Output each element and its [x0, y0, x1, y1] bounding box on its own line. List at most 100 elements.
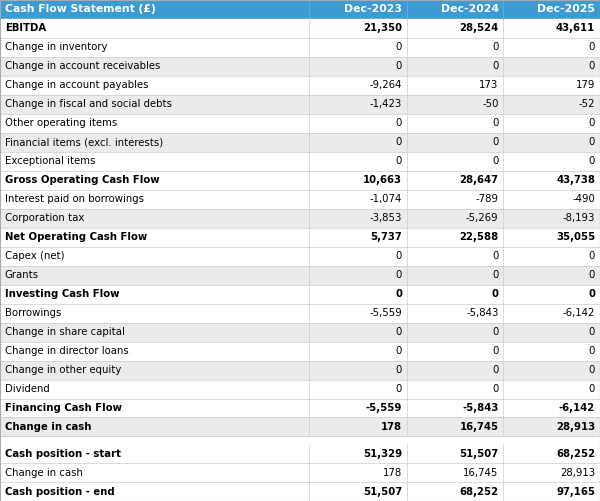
- Text: -1,074: -1,074: [370, 194, 402, 204]
- Text: 0: 0: [588, 289, 595, 299]
- Text: Cash Flow Statement (£): Cash Flow Statement (£): [5, 5, 155, 15]
- Text: 0: 0: [492, 270, 499, 280]
- Text: Investing Cash Flow: Investing Cash Flow: [5, 289, 119, 299]
- Text: Dec-2024: Dec-2024: [440, 5, 499, 15]
- Text: 0: 0: [589, 43, 595, 53]
- Text: 0: 0: [395, 365, 402, 375]
- Text: 5,737: 5,737: [370, 232, 402, 242]
- Bar: [0, 38, 600, 57]
- Text: 0: 0: [492, 118, 499, 128]
- Text: 0: 0: [589, 118, 595, 128]
- Bar: [0, 417, 600, 436]
- Text: 0: 0: [589, 346, 595, 356]
- Text: Dec-2023: Dec-2023: [344, 5, 402, 15]
- Text: Financing Cash Flow: Financing Cash Flow: [5, 403, 122, 413]
- Text: Interest paid on borrowings: Interest paid on borrowings: [5, 194, 144, 204]
- Text: 0: 0: [492, 327, 499, 337]
- Text: 0: 0: [492, 384, 499, 394]
- Bar: [0, 76, 600, 95]
- Text: 0: 0: [492, 43, 499, 53]
- Bar: [0, 133, 600, 152]
- Bar: [0, 0, 600, 19]
- Bar: [0, 209, 600, 228]
- Text: 22,588: 22,588: [460, 232, 499, 242]
- Text: 173: 173: [479, 80, 499, 90]
- Text: -5,269: -5,269: [466, 213, 499, 223]
- Text: 97,165: 97,165: [556, 486, 595, 496]
- Bar: [0, 95, 600, 114]
- Text: 0: 0: [395, 384, 402, 394]
- Text: Other operating items: Other operating items: [5, 118, 117, 128]
- Text: 21,350: 21,350: [363, 24, 402, 34]
- Text: -789: -789: [476, 194, 499, 204]
- Text: Change in account payables: Change in account payables: [5, 80, 148, 90]
- Text: EBITDA: EBITDA: [5, 24, 46, 34]
- Bar: [0, 152, 600, 171]
- Text: -6,142: -6,142: [559, 403, 595, 413]
- Text: 0: 0: [589, 156, 595, 166]
- Text: 28,913: 28,913: [556, 422, 595, 432]
- Bar: [0, 436, 600, 444]
- Bar: [0, 398, 600, 417]
- Text: Dividend: Dividend: [5, 384, 50, 394]
- Text: 16,745: 16,745: [460, 422, 499, 432]
- Text: -5,843: -5,843: [462, 403, 499, 413]
- Bar: [0, 266, 600, 285]
- Text: -5,559: -5,559: [365, 403, 402, 413]
- Bar: [0, 246, 600, 266]
- Text: 178: 178: [383, 467, 402, 477]
- Text: Change in cash: Change in cash: [5, 422, 91, 432]
- Bar: [0, 228, 600, 246]
- Text: 0: 0: [395, 327, 402, 337]
- Text: Change in share capital: Change in share capital: [5, 327, 125, 337]
- Text: Dec-2025: Dec-2025: [538, 5, 595, 15]
- Bar: [0, 463, 600, 482]
- Text: -8,193: -8,193: [563, 213, 595, 223]
- Text: 0: 0: [492, 137, 499, 147]
- Bar: [0, 285, 600, 304]
- Bar: [0, 342, 600, 361]
- Text: 0: 0: [589, 365, 595, 375]
- Text: Change in account receivables: Change in account receivables: [5, 62, 160, 72]
- Text: Gross Operating Cash Flow: Gross Operating Cash Flow: [5, 175, 160, 185]
- Text: 28,913: 28,913: [560, 467, 595, 477]
- Text: 0: 0: [492, 365, 499, 375]
- Text: 0: 0: [395, 62, 402, 72]
- Bar: [0, 171, 600, 190]
- Text: Exceptional items: Exceptional items: [5, 156, 95, 166]
- Text: -5,843: -5,843: [466, 308, 499, 318]
- Text: Borrowings: Borrowings: [5, 308, 61, 318]
- Text: 178: 178: [381, 422, 402, 432]
- Text: 0: 0: [395, 270, 402, 280]
- Text: 0: 0: [395, 289, 402, 299]
- Text: Financial items (excl. interests): Financial items (excl. interests): [5, 137, 163, 147]
- Text: 0: 0: [395, 156, 402, 166]
- Text: 0: 0: [492, 251, 499, 261]
- Text: 10,663: 10,663: [363, 175, 402, 185]
- Bar: [0, 361, 600, 380]
- Text: 28,647: 28,647: [460, 175, 499, 185]
- Text: 0: 0: [491, 289, 499, 299]
- Bar: [0, 380, 600, 398]
- Text: 51,507: 51,507: [363, 486, 402, 496]
- Text: 68,252: 68,252: [556, 448, 595, 458]
- Text: 43,738: 43,738: [556, 175, 595, 185]
- Text: 35,055: 35,055: [556, 232, 595, 242]
- Text: 51,507: 51,507: [460, 448, 499, 458]
- Bar: [0, 323, 600, 342]
- Text: -52: -52: [579, 99, 595, 109]
- Text: -9,264: -9,264: [370, 80, 402, 90]
- Text: 0: 0: [589, 384, 595, 394]
- Text: Change in cash: Change in cash: [5, 467, 83, 477]
- Text: 0: 0: [589, 327, 595, 337]
- Text: 0: 0: [395, 346, 402, 356]
- Text: 0: 0: [589, 270, 595, 280]
- Text: 0: 0: [395, 118, 402, 128]
- Text: 0: 0: [589, 137, 595, 147]
- Bar: [0, 444, 600, 463]
- Text: Net Operating Cash Flow: Net Operating Cash Flow: [5, 232, 147, 242]
- Text: 179: 179: [576, 80, 595, 90]
- Text: Change in other equity: Change in other equity: [5, 365, 121, 375]
- Text: 0: 0: [395, 43, 402, 53]
- Text: Change in inventory: Change in inventory: [5, 43, 107, 53]
